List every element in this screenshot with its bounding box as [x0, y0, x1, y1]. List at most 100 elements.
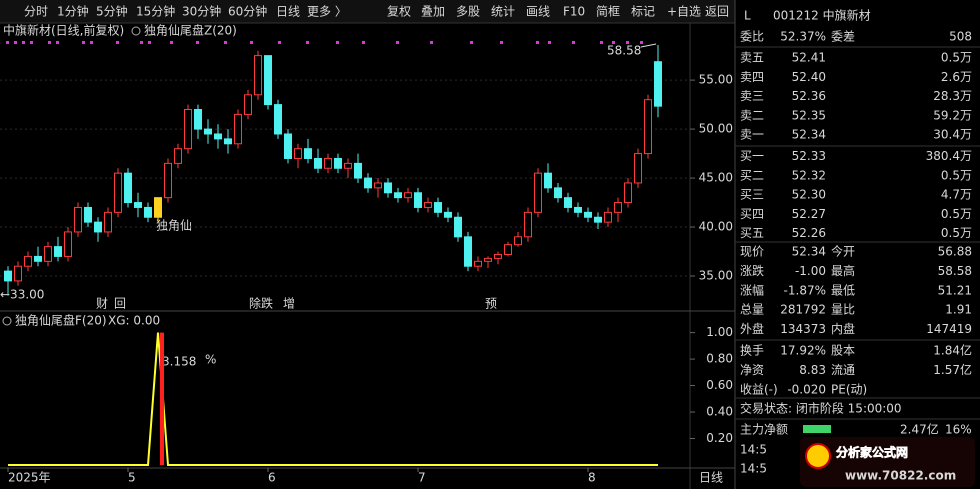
candle-body — [14, 265, 22, 282]
ratio-label: 委比 — [740, 30, 764, 44]
candle-body — [244, 94, 252, 115]
candle-body — [584, 211, 592, 218]
stat-label: 内盘 — [831, 321, 855, 336]
book-price: 52.36 — [792, 89, 826, 103]
signal-dot — [140, 41, 143, 44]
candle-body — [394, 192, 402, 199]
y-tick-label: 45.00 — [699, 171, 733, 185]
toolbar-button[interactable]: 复权 — [387, 5, 411, 19]
candle-body — [554, 187, 562, 199]
toolbar-button[interactable]: F10 — [563, 5, 585, 19]
stat-label: PE(动) — [831, 382, 867, 396]
event-icon[interactable]: 增 — [283, 297, 295, 311]
y-tick-label: 0.40 — [706, 405, 733, 419]
icon[interactable] — [2, 316, 12, 326]
book-label: 卖二 — [740, 108, 764, 122]
candle-body — [514, 236, 522, 246]
market-marker: L — [744, 9, 751, 23]
signal-dot — [612, 41, 615, 44]
candle-body — [234, 113, 242, 145]
book-price: 52.30 — [792, 188, 826, 202]
book-label: 买二 — [740, 168, 764, 182]
flow-label: 主力净额 — [740, 423, 788, 437]
candle-body — [364, 177, 372, 189]
candle-body — [414, 192, 422, 208]
book-label: 买三 — [740, 188, 764, 202]
candle-body — [454, 216, 462, 238]
toolbar-button[interactable]: 叠加 — [421, 5, 445, 19]
signal-dot — [6, 41, 9, 44]
signal-dot — [500, 41, 503, 44]
signal-dot — [148, 41, 151, 44]
event-icon[interactable]: 财 — [96, 297, 108, 311]
signal-dot — [396, 41, 399, 44]
stat-value: 1.91 — [945, 303, 972, 317]
book-price: 52.41 — [792, 51, 826, 65]
candle-body — [214, 133, 222, 140]
stat-value: -1.87% — [784, 283, 826, 297]
toolbar-button[interactable]: +自选 — [667, 5, 701, 19]
event-icon[interactable]: 预 — [485, 297, 497, 311]
book-label: 卖四 — [740, 70, 764, 84]
toolbar-button[interactable]: 统计 — [491, 5, 515, 19]
signal-dot — [470, 41, 473, 44]
toolbar-button[interactable]: 30分钟 — [182, 4, 221, 19]
icon[interactable] — [131, 26, 141, 36]
signal-dot — [250, 41, 253, 44]
stat-label: 收益(-) — [740, 382, 778, 396]
candle-body — [104, 211, 112, 233]
toolbar-button[interactable]: 更多 〉 — [307, 5, 347, 19]
stat-value: 58.58 — [938, 264, 972, 278]
stat-value: 56.88 — [938, 245, 972, 259]
signal-dot — [572, 41, 575, 44]
book-volume: 0.5万 — [941, 226, 972, 240]
book-label: 买五 — [740, 226, 764, 240]
stat-value: 134373 — [780, 322, 826, 336]
toolbar-button[interactable]: 5分钟 — [96, 4, 128, 19]
event-icon[interactable]: 跌 — [261, 296, 273, 311]
candle-body — [654, 61, 662, 107]
stat-label: 涨幅 — [740, 282, 764, 297]
candle-body — [634, 153, 642, 184]
x-tick-label: 6 — [268, 471, 276, 485]
toolbar-button[interactable]: 简框 — [596, 5, 620, 19]
event-icon[interactable]: 回 — [114, 297, 126, 311]
book-volume: 0.5万 — [941, 207, 972, 221]
stat-value: 147419 — [926, 322, 972, 336]
toolbar-button[interactable]: 分时 — [24, 5, 48, 19]
candle-body — [324, 157, 332, 169]
candle-body — [264, 55, 272, 106]
stat-value: 52.34 — [792, 245, 826, 259]
toolbar-button[interactable]: 日线 — [276, 5, 300, 19]
stock-code: 001212 中旗新材 — [773, 8, 871, 23]
signal-dot — [306, 41, 309, 44]
toolbar-button[interactable]: 1分钟 — [57, 4, 89, 19]
toolbar-button[interactable]: 画线 — [526, 5, 550, 19]
candle-body — [34, 255, 42, 262]
period-label: 日线 — [699, 471, 723, 485]
candle-body — [464, 236, 472, 267]
toolbar-button[interactable]: 15分钟 — [136, 4, 175, 19]
stat-value: -0.020 — [787, 382, 826, 396]
book-label: 买四 — [740, 207, 764, 221]
stat-label: 换手 — [740, 344, 764, 358]
signal-dot — [90, 41, 93, 44]
time-label: 14:5 — [740, 462, 767, 476]
candle-body — [304, 148, 312, 159]
candle-body — [114, 172, 122, 213]
book-price: 52.33 — [792, 149, 826, 163]
book-price: 52.35 — [792, 108, 826, 122]
toolbar-button[interactable]: 60分钟 — [228, 4, 267, 19]
candle-body — [534, 172, 542, 213]
signal-dot — [170, 41, 173, 44]
toolbar-button[interactable]: 标记 — [631, 5, 655, 19]
stat-label: 现价 — [740, 245, 764, 259]
toolbar-button[interactable]: 多股 — [456, 5, 480, 19]
ratio-value: 508 — [949, 30, 972, 44]
signal-label: 独角仙 — [156, 219, 192, 233]
toolbar-button[interactable]: 返回 — [705, 5, 729, 19]
event-icon[interactable]: 除 — [249, 296, 261, 311]
stat-value: 281792 — [780, 303, 826, 317]
stat-label: 总量 — [740, 303, 764, 317]
indicator-readout: XG: 0.00 — [108, 314, 160, 328]
